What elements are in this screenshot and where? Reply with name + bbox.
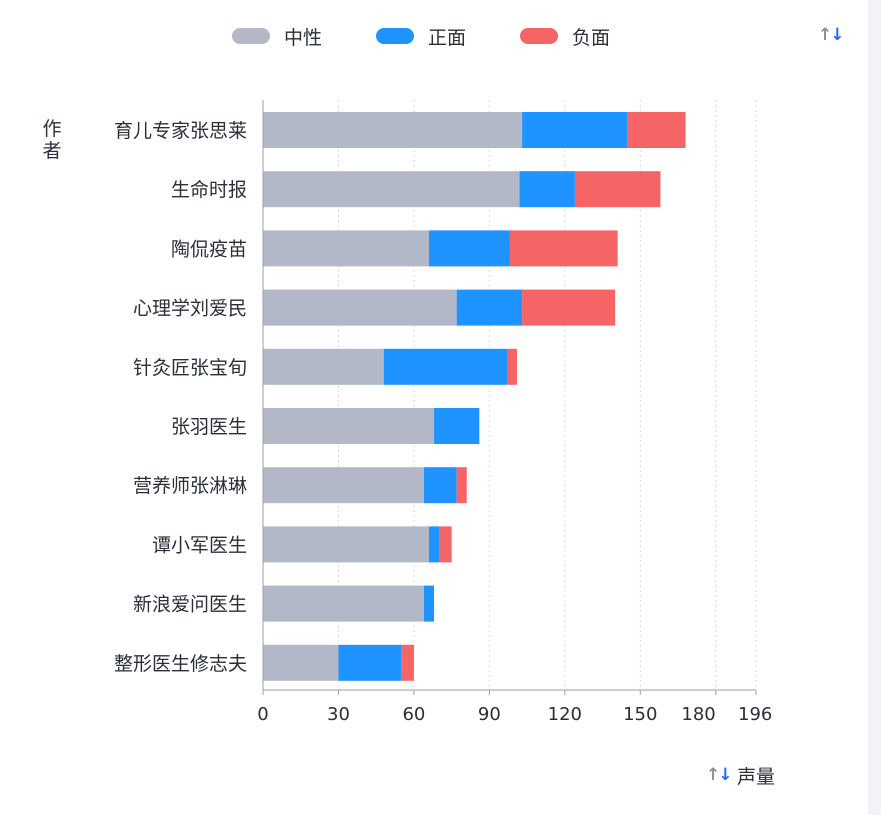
x-tick-label: 120 [548, 704, 582, 725]
category-label: 营养师张淋琳 [133, 475, 247, 497]
legend-item-negative[interactable]: 负面 [520, 23, 610, 50]
bar-segment [434, 408, 480, 444]
category-label: 心理学刘爱民 [133, 298, 247, 320]
y-axis-title: 作者 [42, 118, 62, 162]
legend-item-positive[interactable]: 正面 [376, 23, 466, 50]
x-tick-label: 196 [738, 704, 772, 725]
category-label: 张羽医生 [171, 416, 247, 438]
bar-segment [456, 467, 467, 504]
bar-segment [509, 230, 618, 267]
bar-segment [263, 526, 430, 563]
bar-segment [423, 585, 435, 622]
legend-label-neutral: 中性 [284, 26, 323, 49]
bar-segment [383, 348, 507, 385]
bar-segment [429, 230, 510, 267]
legend-label-negative: 负面 [572, 26, 611, 49]
legend-swatch-negative [520, 28, 559, 44]
category-label: 谭小军医生 [152, 534, 247, 556]
bar-segment [263, 585, 424, 622]
x-tick-label: 180 [681, 704, 715, 725]
x-tick-label: 0 [257, 704, 268, 725]
category-label: 育儿专家张思莱 [114, 120, 247, 142]
category-label: 新浪爱问医生 [133, 594, 247, 616]
legend-label-positive: 正面 [428, 26, 467, 49]
legend-swatch-positive [376, 28, 415, 44]
bar-segment [263, 289, 457, 326]
x-tick-label: 90 [478, 704, 501, 725]
bar-segment [627, 112, 686, 148]
legend-swatch-neutral [232, 28, 270, 44]
x-tick-label: 30 [327, 704, 350, 725]
category-label: 针灸匠张宝旬 [133, 357, 247, 379]
x-tick-label: 150 [623, 704, 657, 725]
sort-icon[interactable]: ↑↓ [818, 25, 845, 45]
bar-segment [263, 408, 435, 444]
bar-segment [429, 526, 440, 563]
bar-segment [574, 171, 661, 208]
category-label: 生命时报 [171, 179, 247, 201]
bar-segment [263, 644, 339, 681]
bar-segment [263, 171, 520, 208]
bar-segment [263, 348, 384, 385]
bar-segment [401, 644, 414, 681]
bar-segment [338, 644, 402, 681]
category-label: 陶侃疫苗 [171, 238, 247, 260]
bar-segment [263, 467, 424, 504]
bar-segment [522, 289, 616, 326]
category-label: 整形医生修志夫 [114, 653, 247, 675]
x-tick-label: 60 [402, 704, 425, 725]
bar-segment [423, 467, 457, 504]
x-axis-sort-icon[interactable]: ↑↓ [706, 765, 733, 785]
bar-segment [263, 112, 523, 148]
bar-segment [506, 348, 518, 385]
bar-segment [263, 230, 430, 267]
legend: 中性 正面 负面 [232, 22, 664, 50]
x-axis-title: 声量 [737, 766, 776, 788]
legend-item-neutral[interactable]: 中性 [232, 23, 322, 50]
bar-segment [519, 171, 575, 208]
bar-segment [439, 526, 452, 563]
bar-segment [456, 289, 523, 326]
bar-segment [522, 112, 628, 148]
scrollbar-track[interactable] [868, 0, 881, 815]
